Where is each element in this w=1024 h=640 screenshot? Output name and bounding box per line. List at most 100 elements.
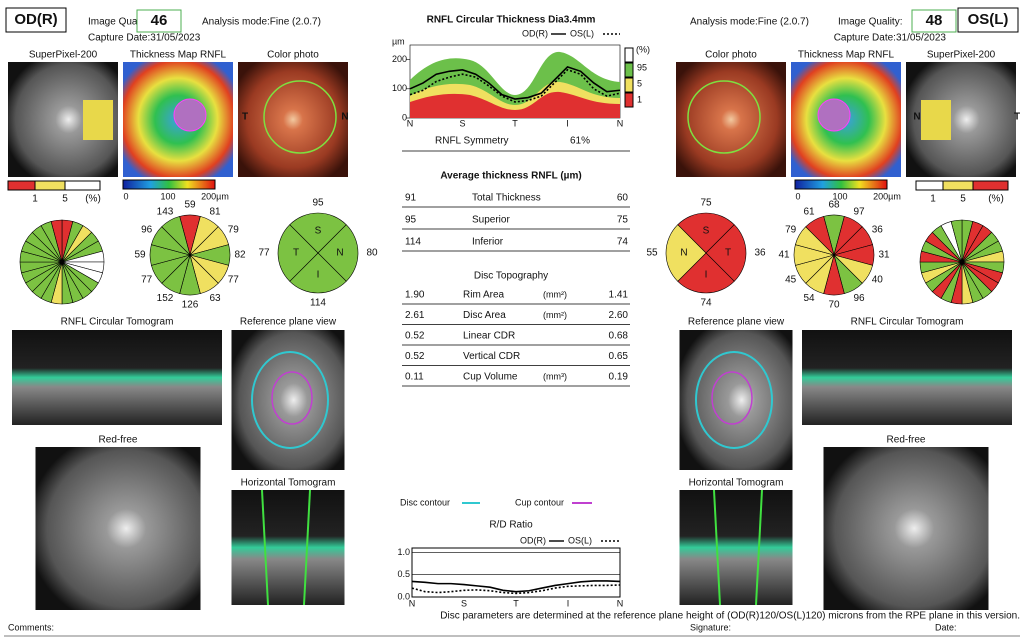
image-title: Reference plane view (240, 317, 337, 328)
percentile-swatch (625, 93, 633, 107)
legend-label: Disc contour (400, 497, 450, 507)
symmetry-label: RNFL Symmetry (435, 136, 509, 147)
colorbar (123, 180, 215, 189)
cell: 0.65 (609, 351, 629, 362)
legend-swatch (916, 181, 943, 190)
horizontal-tomogram (680, 490, 793, 605)
legend-label: (%) (85, 194, 101, 205)
cell: (mm²) (543, 310, 567, 320)
note: Disc parameters are determined at the re… (440, 611, 1020, 622)
x-tick-label: S (461, 598, 467, 608)
quadrant-value: 77 (258, 248, 270, 259)
x-tick-label: N (617, 118, 624, 128)
colorbar (795, 180, 887, 189)
clock-value: 59 (134, 250, 146, 261)
red-free-image (824, 447, 989, 610)
chart-title: RNFL Circular Thickness Dia3.4mm (427, 15, 596, 26)
photo-letter: T (242, 112, 248, 123)
clock-value: 40 (872, 275, 884, 286)
cell: 60 (617, 193, 629, 204)
section-title: Average thickness RNFL (µm) (440, 171, 581, 182)
comments-label: Comments: (8, 622, 54, 632)
quadrant-value: 75 (700, 198, 712, 209)
capture-date: Capture Date:31/05/2023 (834, 33, 947, 44)
quadrant-value: 114 (310, 298, 326, 309)
percentile-label: 95 (637, 62, 647, 72)
date-label: Date: (935, 622, 957, 632)
cell: 0.11 (405, 372, 424, 383)
cell: 1.41 (609, 290, 629, 301)
cell: Rim Area (463, 290, 505, 301)
image-title: SuperPixel-200 (29, 50, 98, 61)
image-title: Horizontal Tomogram (241, 478, 336, 489)
circular-tomogram (12, 330, 222, 425)
x-tick-label: T (512, 118, 518, 128)
clock-value: 77 (228, 275, 240, 286)
image-title: Red-free (99, 435, 138, 446)
quadrant-value: 95 (312, 198, 324, 209)
clock-value: 126 (182, 300, 199, 311)
cell: 1.90 (405, 290, 425, 301)
quadrant-letter: S (315, 226, 322, 237)
x-tick-label: I (567, 598, 570, 608)
clock-value: 36 (872, 225, 884, 236)
image-title: Color photo (705, 50, 757, 61)
image-title: Red-free (887, 435, 926, 446)
quadrant-letter: N (336, 248, 343, 259)
clock-value: 79 (785, 225, 797, 236)
clock-value: 63 (209, 293, 221, 304)
colorbar-label: 200µm (201, 191, 229, 201)
quadrant-letter: N (680, 248, 687, 259)
clock-value: 59 (184, 200, 196, 211)
quadrant-letter: I (317, 270, 320, 281)
image-title: RNFL Circular Tomogram (61, 317, 174, 328)
chart-title: R/D Ratio (489, 520, 533, 531)
clock-value: 96 (853, 293, 865, 304)
quality-value: 48 (926, 12, 943, 29)
quadrant-letter: I (705, 270, 708, 281)
x-tick-label: S (459, 118, 465, 128)
cell: Total Thickness (472, 193, 541, 204)
cell: 0.52 (405, 351, 425, 362)
image-title: Reference plane view (688, 317, 785, 328)
cell: 74 (617, 237, 629, 248)
x-tick-label: N (617, 598, 624, 608)
disc-marker (174, 99, 206, 131)
section-title: Disc Topography (474, 271, 548, 282)
y-unit: µm (392, 36, 405, 46)
quality-value: 46 (151, 12, 168, 29)
y-tick-label: 1.0 (397, 547, 410, 557)
cell: 2.60 (609, 310, 629, 321)
cell: Vertical CDR (463, 351, 520, 362)
photo-letter: N (913, 112, 920, 123)
y-tick-label: 200 (392, 54, 407, 64)
percentile-label: (%) (636, 44, 650, 54)
image-title: SuperPixel-200 (927, 50, 996, 61)
signature-label: Signature: (690, 622, 731, 632)
legend-label: 1 (930, 194, 936, 205)
quadrant-letter: T (725, 248, 731, 259)
quadrant-letter: T (293, 248, 299, 259)
photo-letter: T (1014, 112, 1020, 123)
cell: 91 (405, 193, 417, 204)
legend-label: 1 (32, 194, 38, 205)
legend-swatch (973, 181, 1008, 190)
colorbar-label: 0 (123, 191, 128, 201)
legend-label: (%) (988, 194, 1004, 205)
legend-label: OD(R) (522, 28, 548, 38)
circular-tomogram (802, 330, 1012, 425)
cell: 75 (617, 215, 629, 226)
x-tick-label: I (566, 118, 569, 128)
percentile-swatch (625, 78, 633, 92)
percentile-swatch (625, 48, 633, 62)
oct-report: OD(R)Image Quality:46Analysis mode:Fine … (0, 0, 1024, 640)
percentile-label: 5 (637, 78, 642, 88)
colorbar-label: 0 (795, 191, 800, 201)
image-title: Horizontal Tomogram (689, 478, 784, 489)
clock-value: 82 (234, 250, 246, 261)
clock-value: 81 (209, 206, 221, 217)
red-free-image (36, 447, 201, 610)
legend-label: OD(R) (520, 535, 546, 545)
cell: Cup Volume (463, 372, 518, 383)
legend-label: 5 (960, 194, 966, 205)
